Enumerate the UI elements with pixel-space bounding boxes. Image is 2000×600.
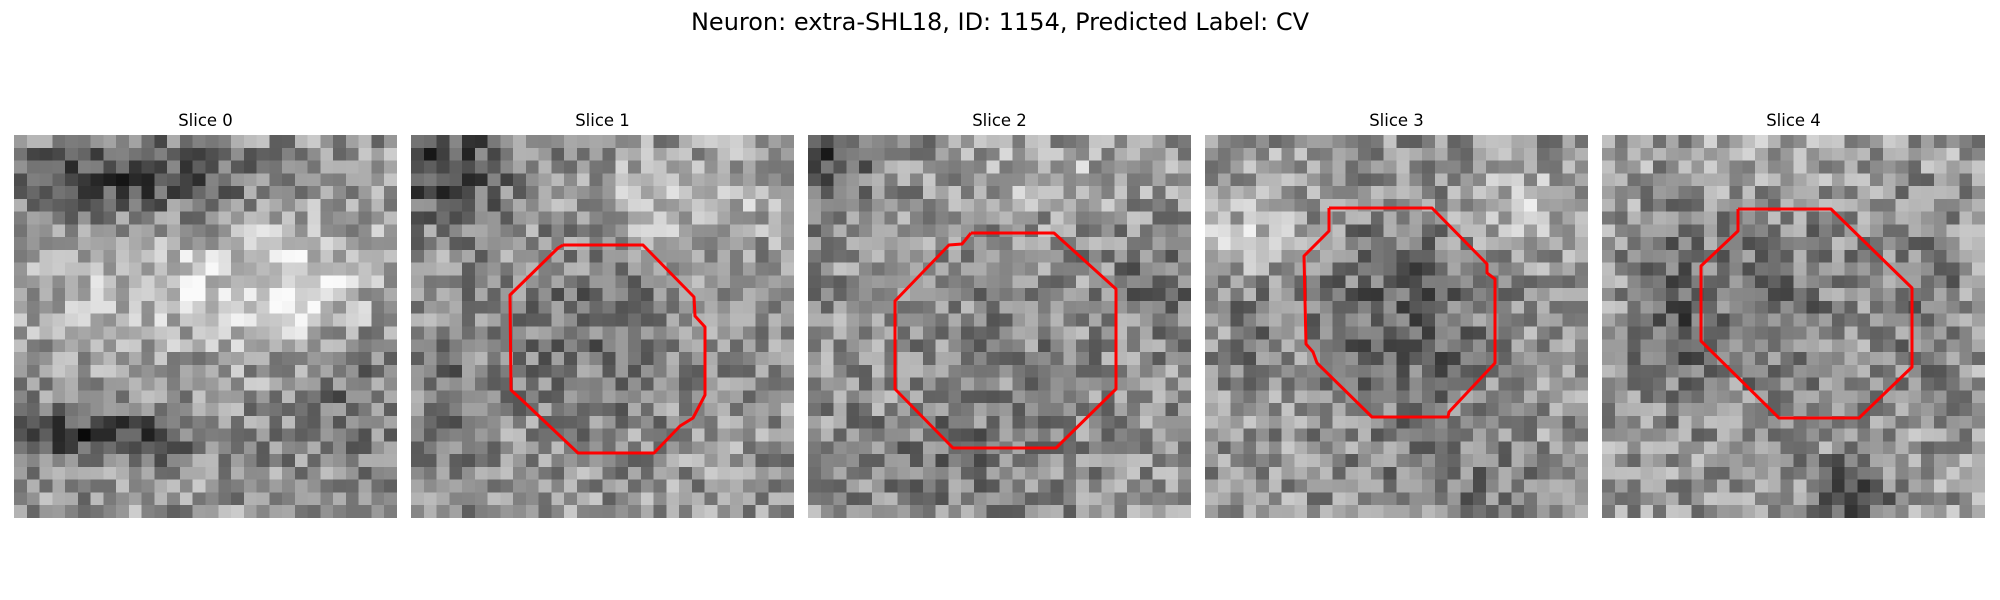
slice-title: Slice 2	[972, 111, 1027, 130]
slice-panel-0: Slice 0	[14, 111, 397, 518]
slice-title: Slice 4	[1766, 111, 1821, 130]
grayscale-slice-image	[1602, 135, 1985, 518]
cell-contour	[1302, 206, 1497, 419]
cell-contour-overlay	[508, 243, 707, 455]
slice-panel-2: Slice 2	[808, 111, 1191, 518]
grayscale-slice-image	[14, 135, 397, 518]
slice-panel-4: Slice 4	[1602, 111, 1985, 518]
cell-contour	[1699, 207, 1914, 420]
figure-title: Neuron: extra-SHL18, ID: 1154, Predicted…	[690, 8, 1310, 36]
slice-title: Slice 0	[178, 111, 233, 130]
slice-panel-3: Slice 3	[1205, 111, 1588, 518]
cell-contour-overlay	[1699, 207, 1914, 420]
cell-contour-overlay	[1302, 206, 1497, 419]
slice-panel-1: Slice 1	[411, 111, 794, 518]
slice-title: Slice 1	[575, 111, 630, 130]
cell-contour	[508, 243, 707, 455]
slice-title: Slice 3	[1369, 111, 1424, 130]
cell-contour-overlay	[893, 231, 1118, 450]
cell-contour	[893, 231, 1118, 450]
grayscale-slice-image	[1205, 135, 1588, 518]
grayscale-slice-image	[808, 135, 1191, 518]
